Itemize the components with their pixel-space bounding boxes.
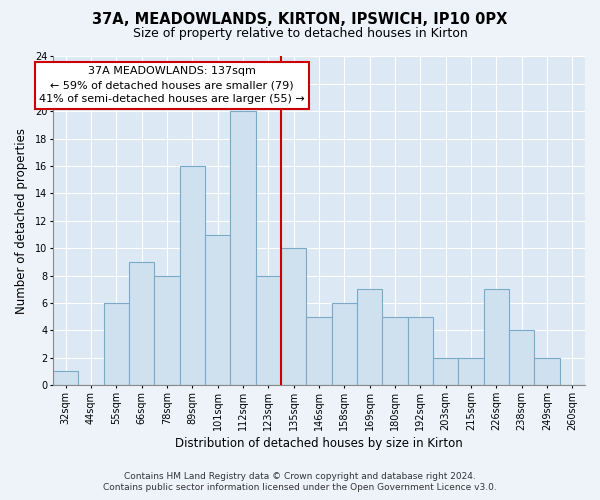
Text: 37A, MEADOWLANDS, KIRTON, IPSWICH, IP10 0PX: 37A, MEADOWLANDS, KIRTON, IPSWICH, IP10 … [92, 12, 508, 28]
Bar [281, 248, 307, 385]
Bar [484, 290, 509, 385]
Bar [407, 316, 433, 385]
Bar [332, 303, 357, 385]
Text: Contains HM Land Registry data © Crown copyright and database right 2024.
Contai: Contains HM Land Registry data © Crown c… [103, 472, 497, 492]
Text: Size of property relative to detached houses in Kirton: Size of property relative to detached ho… [133, 28, 467, 40]
X-axis label: Distribution of detached houses by size in Kirton: Distribution of detached houses by size … [175, 437, 463, 450]
Bar [458, 358, 484, 385]
Bar [230, 112, 256, 385]
Bar [256, 276, 281, 385]
Bar [129, 262, 154, 385]
Bar [535, 358, 560, 385]
Bar [357, 290, 382, 385]
Bar [104, 303, 129, 385]
Text: 37A MEADOWLANDS: 137sqm
← 59% of detached houses are smaller (79)
41% of semi-de: 37A MEADOWLANDS: 137sqm ← 59% of detache… [39, 66, 305, 104]
Bar [307, 316, 332, 385]
Y-axis label: Number of detached properties: Number of detached properties [15, 128, 28, 314]
Bar [154, 276, 179, 385]
Bar [205, 234, 230, 385]
Bar [382, 316, 407, 385]
Bar [433, 358, 458, 385]
Bar [53, 372, 79, 385]
Bar [179, 166, 205, 385]
Bar [509, 330, 535, 385]
